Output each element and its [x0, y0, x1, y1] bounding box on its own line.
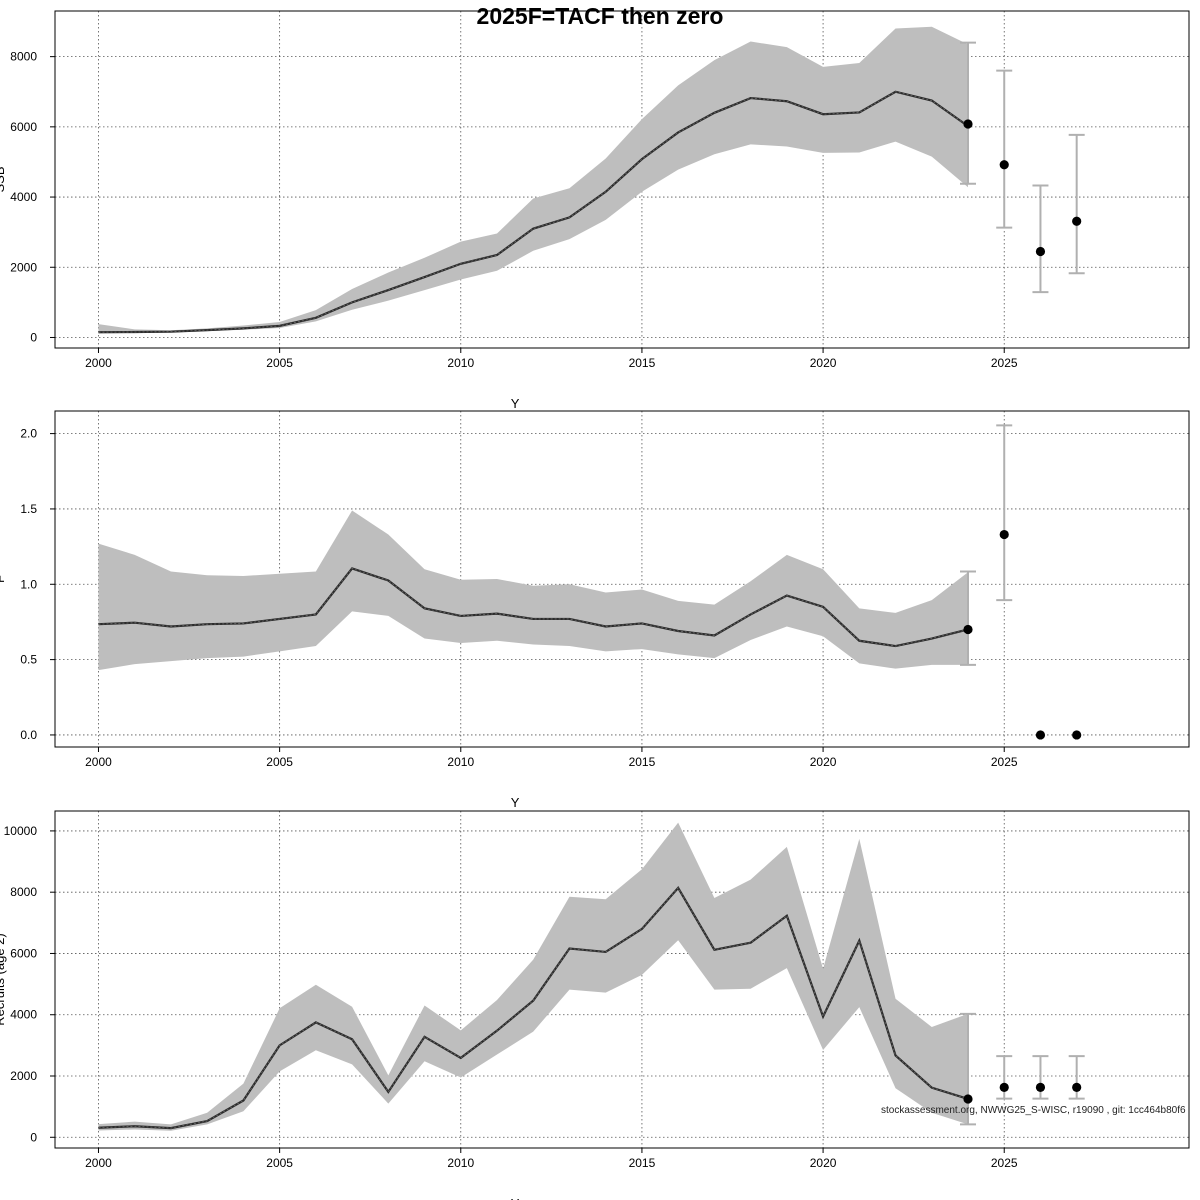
x-tick-label: 2000	[85, 1156, 112, 1170]
y-tick-label: 10000	[4, 824, 38, 838]
y-tick-label: 6000	[10, 946, 37, 960]
x-tick-label: 2025	[991, 1156, 1018, 1170]
y-tick-label: 2000	[10, 260, 37, 274]
forecast-point	[1072, 1082, 1082, 1092]
y-axis-label: F	[0, 575, 7, 583]
estimate-line-dots	[98, 887, 969, 1129]
x-tick-label: 2010	[447, 356, 474, 370]
x-tick-label: 2010	[447, 1156, 474, 1170]
y-tick-label: 8000	[10, 50, 37, 64]
forecast-point	[1072, 216, 1082, 226]
forecast-point	[963, 624, 973, 635]
x-tick-label: 2005	[266, 755, 293, 769]
forecast-point	[1072, 730, 1082, 740]
chart-title: 2025F=TACF then zero	[477, 3, 724, 29]
x-tick-label: 2005	[266, 1156, 293, 1170]
confidence-band	[98, 510, 968, 671]
x-tick-label: 2015	[629, 1156, 656, 1170]
y-tick-label: 6000	[10, 120, 37, 134]
confidence-band	[98, 26, 968, 334]
confidence-band	[98, 822, 968, 1131]
y-tick-label: 2.0	[20, 427, 37, 441]
y-tick-label: 1.5	[20, 502, 37, 516]
forecast-point	[999, 160, 1009, 170]
estimate-line-dots	[98, 91, 969, 333]
plot-frame	[54, 10, 1190, 349]
x-tick-label: 2020	[810, 755, 837, 769]
forecast-point	[1035, 730, 1046, 740]
y-tick-label: 4000	[10, 1008, 37, 1022]
x-tick-label: 2025	[991, 356, 1018, 370]
panel-fbar: 2000 2005 2010 2015 2020 2025 0.0 0.5 1.0 1.5 2.0 Y…	[0, 410, 1190, 810]
panel-recruitment: 2000 2005 2010 2015 2020 2025 0 2000 4000 6000 800…	[0, 810, 1190, 1200]
x-tick-label: 2010	[447, 755, 474, 769]
y-axis-label: Recruits (age 2)	[0, 933, 7, 1025]
x-tick-label: 2000	[85, 755, 112, 769]
plot-frame	[54, 410, 1190, 748]
watermark-text: stockassessment.org, NWWG25_S-WISC, r190…	[881, 1105, 1186, 1116]
y-tick-label: 4000	[10, 190, 37, 204]
x-tick-label: 2020	[810, 356, 837, 370]
panels: 2000 2005 2010 2015 2020 2025 0 2000 4000 6000 800…	[0, 10, 1190, 1200]
x-axis-label: Y	[511, 795, 520, 810]
y-tick-label: 8000	[10, 885, 37, 899]
forecast-point	[999, 529, 1009, 540]
y-tick-label: 2000	[10, 1069, 37, 1083]
x-axis-label: Y	[511, 396, 520, 411]
y-tick-label: 0	[30, 1130, 37, 1144]
forecast-point	[963, 1094, 973, 1104]
y-tick-label: 0	[30, 330, 37, 344]
y-tick-label: 0.5	[20, 653, 37, 667]
y-tick-label: 1.0	[20, 577, 37, 591]
plot-frame	[54, 810, 1190, 1149]
forecast-point	[1035, 246, 1046, 257]
x-tick-label: 2020	[810, 1156, 837, 1170]
y-tick-label: 0.0	[20, 728, 37, 742]
x-tick-label: 2005	[266, 356, 293, 370]
panel-ssb: 2000 2005 2010 2015 2020 2025 0 2000 4000 6000 800…	[0, 10, 1190, 411]
forecast-point	[1035, 1082, 1046, 1092]
x-tick-label: 2025	[991, 755, 1018, 769]
forecast-point	[963, 119, 973, 129]
estimate-line-dots	[98, 567, 969, 647]
x-tick-label: 2000	[85, 356, 112, 370]
x-tick-label: 2015	[629, 356, 656, 370]
forecast-point	[999, 1082, 1009, 1092]
y-axis-label: SSB	[0, 166, 7, 192]
x-axis-label: Y	[511, 1196, 520, 1200]
x-tick-label: 2015	[629, 755, 656, 769]
